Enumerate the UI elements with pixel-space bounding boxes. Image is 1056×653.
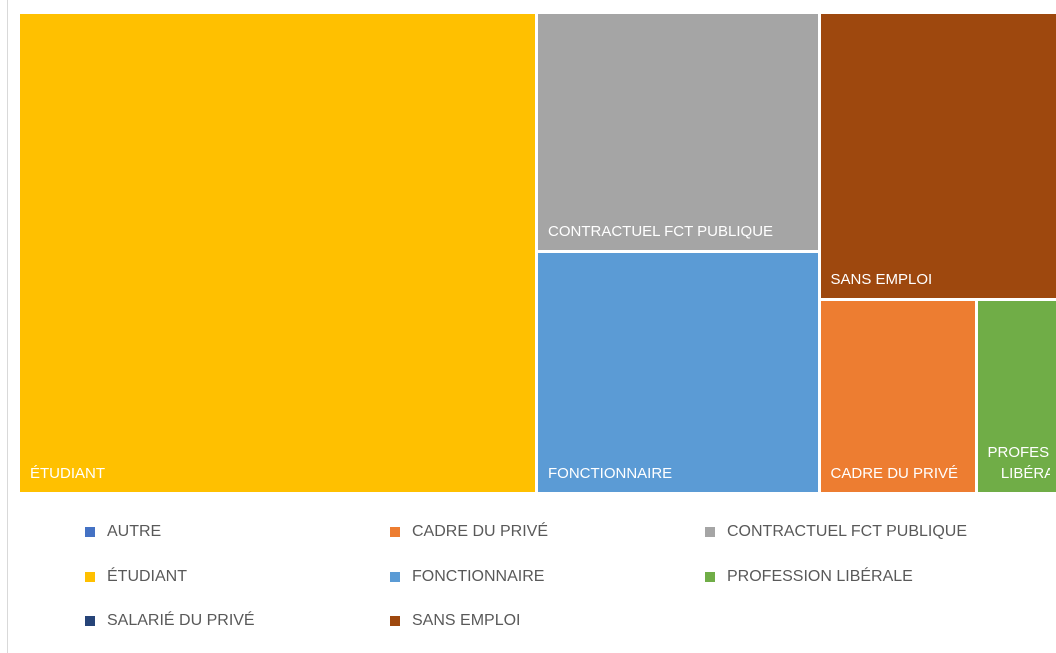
legend-item: FONCTIONNAIRE (390, 565, 544, 589)
treemap-cell: PROFESSION LIBÉRALE (977, 300, 1056, 492)
chart-frame (7, 0, 1056, 653)
treemap-cell: CONTRACTUEL FCT PUBLIQUE (538, 14, 818, 250)
cell-label: PROFESSION LIBÉRALE (988, 442, 1050, 484)
cell-label: CADRE DU PRIVÉ (831, 463, 969, 484)
cell-label-text: PROFESSION LIBÉRALE (987, 443, 1050, 482)
legend-label: ÉTUDIANT (107, 568, 187, 585)
legend-item: CONTRACTUEL FCT PUBLIQUE (705, 520, 967, 544)
legend-label: CONTRACTUEL FCT PUBLIQUE (727, 523, 968, 540)
treemap: CADRE DU PRIVÉ CONTRACTUEL FCT PUBLIQUE ÉT… (20, 14, 1056, 492)
legend-swatch (705, 527, 715, 537)
legend: AUTRE CADRE DU PRIVÉ CONTRACTUEL FCT PUBLI… (0, 518, 1056, 648)
cell-label: ÉTUDIANT (30, 463, 529, 484)
treemap-cell: CADRE DU PRIVÉ (820, 300, 975, 492)
legend-item: PROFESSION LIBÉRALE (705, 565, 913, 589)
legend-label: CADRE DU PRIVÉ (412, 523, 549, 540)
legend-swatch (390, 616, 400, 626)
legend-swatch (85, 572, 95, 582)
cell-label: SANS EMPLOI (831, 269, 1050, 290)
legend-item: SALARIÉ DU PRIVÉ (85, 609, 255, 633)
legend-label: SANS EMPLOI (412, 612, 521, 629)
cell-label-text: ÉTUDIANT (30, 465, 105, 482)
legend-swatch (390, 527, 400, 537)
cell-label-text: CADRE DU PRIVÉ (830, 464, 959, 482)
legend-item: CADRE DU PRIVÉ (390, 520, 548, 544)
cell-label: CONTRACTUEL FCT PUBLIQUE (548, 221, 812, 242)
legend-swatch (85, 616, 95, 626)
treemap-cell: ÉTUDIANT (20, 14, 535, 492)
legend-label: AUTRE (107, 523, 162, 540)
legend-label: FONCTIONNAIRE (412, 568, 545, 585)
treemap-cell: FONCTIONNAIRE (538, 253, 818, 492)
legend-item: ÉTUDIANT (85, 565, 187, 589)
treemap-cell: SANS EMPLOI (820, 14, 1056, 298)
legend-item: AUTRE (85, 520, 161, 544)
legend-label: SALARIÉ DU PRIVÉ (107, 612, 255, 629)
cell-label-text: CONTRACTUEL FCT PUBLIQUE (548, 223, 774, 240)
cell-label-text: FONCTIONNAIRE (548, 465, 673, 482)
cell-label-text: SANS EMPLOI (830, 270, 933, 288)
legend-item: SANS EMPLOI (390, 609, 520, 633)
legend-swatch (85, 527, 95, 537)
legend-label: PROFESSION LIBÉRALE (727, 568, 913, 585)
legend-swatch (705, 572, 715, 582)
cell-label: FONCTIONNAIRE (548, 463, 812, 484)
legend-swatch (390, 572, 400, 582)
